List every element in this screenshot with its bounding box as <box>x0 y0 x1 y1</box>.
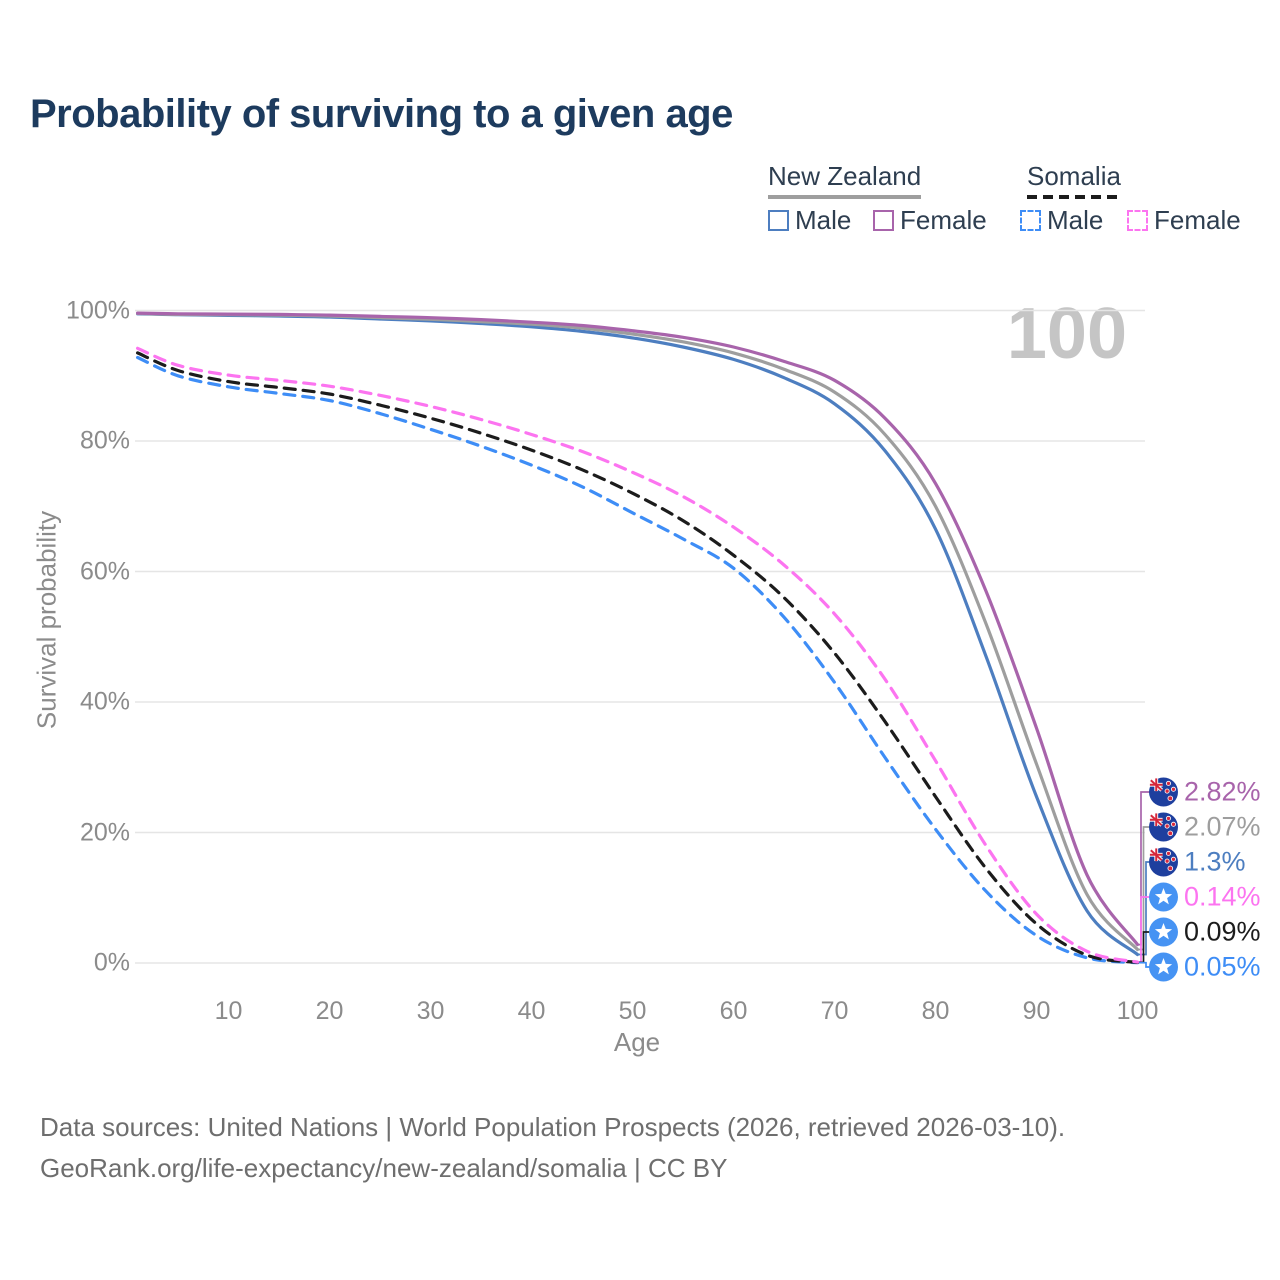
y-tick-label-0: 0% <box>93 948 130 977</box>
end-label-value: 0.14% <box>1184 881 1261 912</box>
y-tick-label-60: 60% <box>79 557 130 585</box>
survival-curve-new-zealand-female[interactable] <box>136 311 1140 947</box>
legend-item-label: Male <box>1047 205 1104 235</box>
y-tick-label-100: 100% <box>66 296 130 324</box>
x-tick-label-60: 60 <box>719 997 748 1025</box>
nz-male-swatch-icon <box>768 210 789 231</box>
legend-group-label-somalia[interactable]: Somalia <box>1027 161 1121 191</box>
y-tick-label-40: 40% <box>79 687 130 716</box>
x-tick-label-70: 70 <box>820 997 849 1025</box>
end-label-connector <box>1137 791 1151 946</box>
survival-curve-new-zealand-total[interactable] <box>136 311 1140 952</box>
legend-item-nz-male[interactable]: Male <box>768 205 851 236</box>
x-tick-label-80: 80 <box>921 997 950 1025</box>
end-label-somalia-male[interactable]: 0.05% <box>1149 952 1261 983</box>
legend-underline-somalia <box>1027 195 1121 199</box>
x-tick-label-20: 20 <box>315 997 344 1025</box>
somalia-flag-icon <box>1149 882 1178 912</box>
legend-item-somalia-female[interactable]: Female <box>1127 205 1241 236</box>
end-label-new-zealand-total[interactable]: 2.07% <box>1149 812 1261 843</box>
legend-item-label: Female <box>900 205 987 235</box>
nz-flag-icon <box>1149 812 1178 842</box>
x-tick-label-50: 50 <box>618 997 647 1025</box>
legend-item-nz-female[interactable]: Female <box>873 205 987 236</box>
end-label-value: 1.3% <box>1184 846 1246 877</box>
footer-data-sources: Data sources: United Nations | World Pop… <box>40 1112 1066 1142</box>
x-axis-title: Age <box>613 1027 661 1057</box>
legend-group-new-zealand: New Zealand <box>768 161 922 199</box>
end-label-value: 0.05% <box>1184 951 1261 982</box>
legend-underline-new-zealand <box>768 195 922 199</box>
x-tick-label-10: 10 <box>214 997 243 1025</box>
nz-flag-icon <box>1149 847 1178 877</box>
end-label-connector <box>1137 961 1151 968</box>
footer-note: Data sources: United Nations | World Pop… <box>40 1107 1065 1189</box>
x-tick-label-100: 100 <box>1116 997 1159 1025</box>
page-title: Probability of surviving to a given age <box>30 92 733 136</box>
survival-curve-new-zealand-male[interactable] <box>136 312 1140 957</box>
survival-curve-somalia-male[interactable] <box>136 355 1140 965</box>
end-label-new-zealand-male[interactable]: 1.3% <box>1149 847 1246 878</box>
end-label-somalia-female[interactable]: 0.14% <box>1149 882 1261 913</box>
nz-female-swatch-icon <box>873 210 894 231</box>
legend-item-somalia-male[interactable]: Male <box>1020 205 1103 236</box>
legend-item-label: Male <box>795 205 852 235</box>
end-label-value: 0.09% <box>1184 916 1261 947</box>
somalia-female-swatch-icon <box>1127 210 1148 231</box>
nz-flag-icon <box>1149 777 1178 807</box>
x-tick-label-90: 90 <box>1022 997 1051 1025</box>
end-label-value: 2.07% <box>1184 811 1261 842</box>
y-tick-label-80: 80% <box>79 426 130 455</box>
end-label-value: 2.82% <box>1184 776 1261 807</box>
legend-group-label-new-zealand[interactable]: New Zealand <box>768 161 922 191</box>
somalia-male-swatch-icon <box>1020 210 1041 231</box>
somalia-flag-icon <box>1149 917 1178 947</box>
legend-item-label: Female <box>1154 205 1241 235</box>
survival-curve-somalia-total[interactable] <box>136 351 1140 964</box>
y-tick-label-20: 20% <box>79 818 130 846</box>
x-tick-label-30: 30 <box>416 997 445 1025</box>
somalia-flag-icon <box>1149 952 1178 982</box>
legend-group-somalia: Somalia <box>1027 161 1121 199</box>
end-label-new-zealand-female[interactable]: 2.82% <box>1149 777 1261 808</box>
footer-citation-link: GeoRank.org/life-expectancy/new-zealand/… <box>40 1153 728 1183</box>
x-tick-label-40: 40 <box>517 997 546 1025</box>
survival-curve-somalia-female[interactable] <box>136 346 1140 964</box>
end-label-somalia-total[interactable]: 0.09% <box>1149 917 1261 948</box>
